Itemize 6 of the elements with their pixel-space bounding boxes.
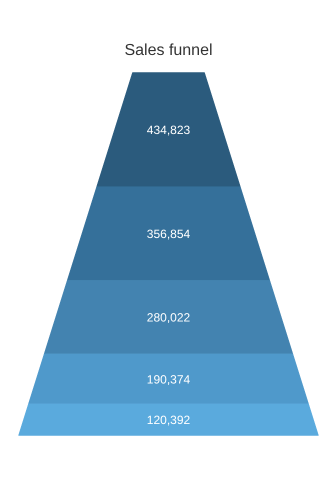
text: Sales funnel [124,42,213,59]
data-label: 356,854 [146,227,191,242]
data-label: 280,022 [146,310,191,325]
data-label: 434,823 [146,123,191,138]
data-label: 190,374 [146,372,191,386]
data-label: 120,392 [146,413,191,428]
